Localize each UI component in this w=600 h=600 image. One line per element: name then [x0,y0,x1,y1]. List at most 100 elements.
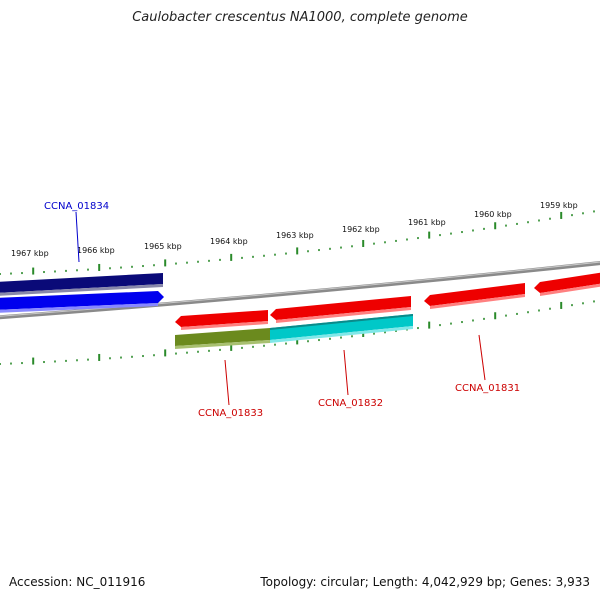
outer-ring-minor-tick [0,273,1,275]
inner-ring-minor-tick [505,314,507,317]
inner-ring-minor-tick [373,332,375,335]
leader-ccna-01834 [75,211,80,263]
label-ccna-01832[interactable]: CCNA_01832 [318,398,383,409]
outer-ring-minor-tick [505,224,507,227]
inner-ring-minor-tick [153,354,155,357]
inner-ring-major-tick [164,349,167,357]
tick-label-1966: 1966 kbp [77,246,115,255]
outer-ring-minor-tick [131,265,133,268]
outer-ring-major-tick [296,247,299,255]
inner-ring-major-tick [98,353,101,361]
inner-ring-minor-tick [461,321,463,324]
inner-ring-major-tick [230,343,233,351]
inner-ring-minor-tick [329,337,331,340]
gene-ccna-01834[interactable] [0,291,164,313]
outer-ring-minor-tick [538,219,540,222]
outer-ring-major-tick [560,211,563,219]
inner-ring-minor-tick [54,360,56,363]
tick-label-1964: 1964 kbp [210,237,248,246]
outer-ring-minor-tick [329,247,331,250]
inner-ring-minor-tick [571,304,573,307]
label-ccna-01831[interactable]: CCNA_01831 [455,383,520,394]
outer-ring-minor-tick [384,241,386,244]
outer-ring-minor-tick [439,234,441,237]
inner-ring-major-tick [32,357,35,365]
outer-ring-minor-tick [197,260,199,263]
outer-ring-minor-tick [186,261,188,264]
outer-ring-minor-tick [395,239,397,242]
outer-ring-major-tick [230,253,233,261]
leader-ccna-01833 [224,359,230,406]
outer-ring-minor-tick [142,265,144,268]
outer-ring-major-tick [32,267,35,275]
inner-ring-minor-tick [197,350,199,353]
outer-ring-minor-tick [527,221,529,224]
feature-cyan[interactable] [270,314,413,343]
outer-ring-minor-tick [483,227,485,230]
inner-ring-minor-tick [307,340,309,343]
gene-right-edge[interactable] [534,272,600,296]
outer-ring-minor-tick [351,245,353,248]
inner-ring-minor-tick [450,322,452,325]
outer-ring-minor-tick [549,217,551,220]
outer-ring-minor-tick [120,266,122,269]
inner-ring-minor-tick [285,342,287,345]
inner-ring-minor-tick [219,348,221,351]
outer-ring-minor-tick [21,272,23,275]
inner-ring-minor-tick [76,359,78,362]
tick-label-1962: 1962 kbp [342,225,380,234]
tick-label-1967: 1967 kbp [11,249,49,258]
leader-ccna-01832 [343,349,349,396]
gene-ccna-01833[interactable] [175,310,268,330]
outer-ring-minor-tick [241,256,243,259]
inner-ring-minor-tick [582,302,584,305]
outer-ring-minor-tick [76,269,78,272]
outer-ring-minor-tick [516,222,518,225]
inner-ring-minor-tick [549,307,551,310]
gene-block-outer-navy[interactable] [0,273,163,296]
inner-ring-minor-tick [21,362,23,365]
outer-ring-minor-tick [175,262,177,265]
inner-ring-minor-tick [439,324,441,327]
outer-ring-minor-tick [285,252,287,255]
outer-ring-major-tick [494,222,497,230]
inner-ring-minor-tick [340,336,342,339]
inner-ring-minor-tick [109,357,111,360]
outer-ring-major-tick [362,239,365,247]
inner-ring-minor-tick [516,312,518,315]
genome-backbone-highlight [0,261,600,317]
outer-ring-minor-tick [340,246,342,249]
inner-ring-minor-tick [593,300,595,303]
gene-ccna-01831[interactable] [424,283,525,309]
genome-backbone [0,261,600,320]
inner-ring-minor-tick [208,349,210,352]
outer-ring-minor-tick [318,249,320,252]
inner-ring-minor-tick [186,351,188,354]
outer-ring-minor-tick [109,267,111,270]
outer-ring-minor-tick [593,210,595,213]
feature-olive[interactable] [175,328,270,349]
outer-ring-minor-tick [582,212,584,215]
outer-ring-minor-tick [417,237,419,240]
leader-ccna-01831 [478,334,486,381]
outer-ring-minor-tick [461,231,463,234]
label-ccna-01834[interactable]: CCNA_01834 [44,201,109,212]
inner-ring-major-tick [494,312,497,320]
outer-ring-minor-tick [43,271,45,274]
outer-ring-minor-tick [263,254,265,257]
tick-label-1959: 1959 kbp [540,201,578,210]
gene-ccna-01832[interactable] [270,296,411,323]
label-ccna-01833[interactable]: CCNA_01833 [198,408,263,419]
inner-ring-minor-tick [241,346,243,349]
inner-ring-minor-tick [10,362,12,365]
outer-ring-major-tick [98,263,101,271]
inner-tick-ring [0,300,595,365]
outer-ring-minor-tick [10,272,12,275]
inner-ring-minor-tick [483,317,485,320]
inner-ring-minor-tick [417,327,419,330]
outer-ring-minor-tick [571,214,573,217]
inner-ring-major-tick [560,301,563,309]
tick-label-1961: 1961 kbp [408,218,446,227]
inner-ring-major-tick [428,321,431,329]
